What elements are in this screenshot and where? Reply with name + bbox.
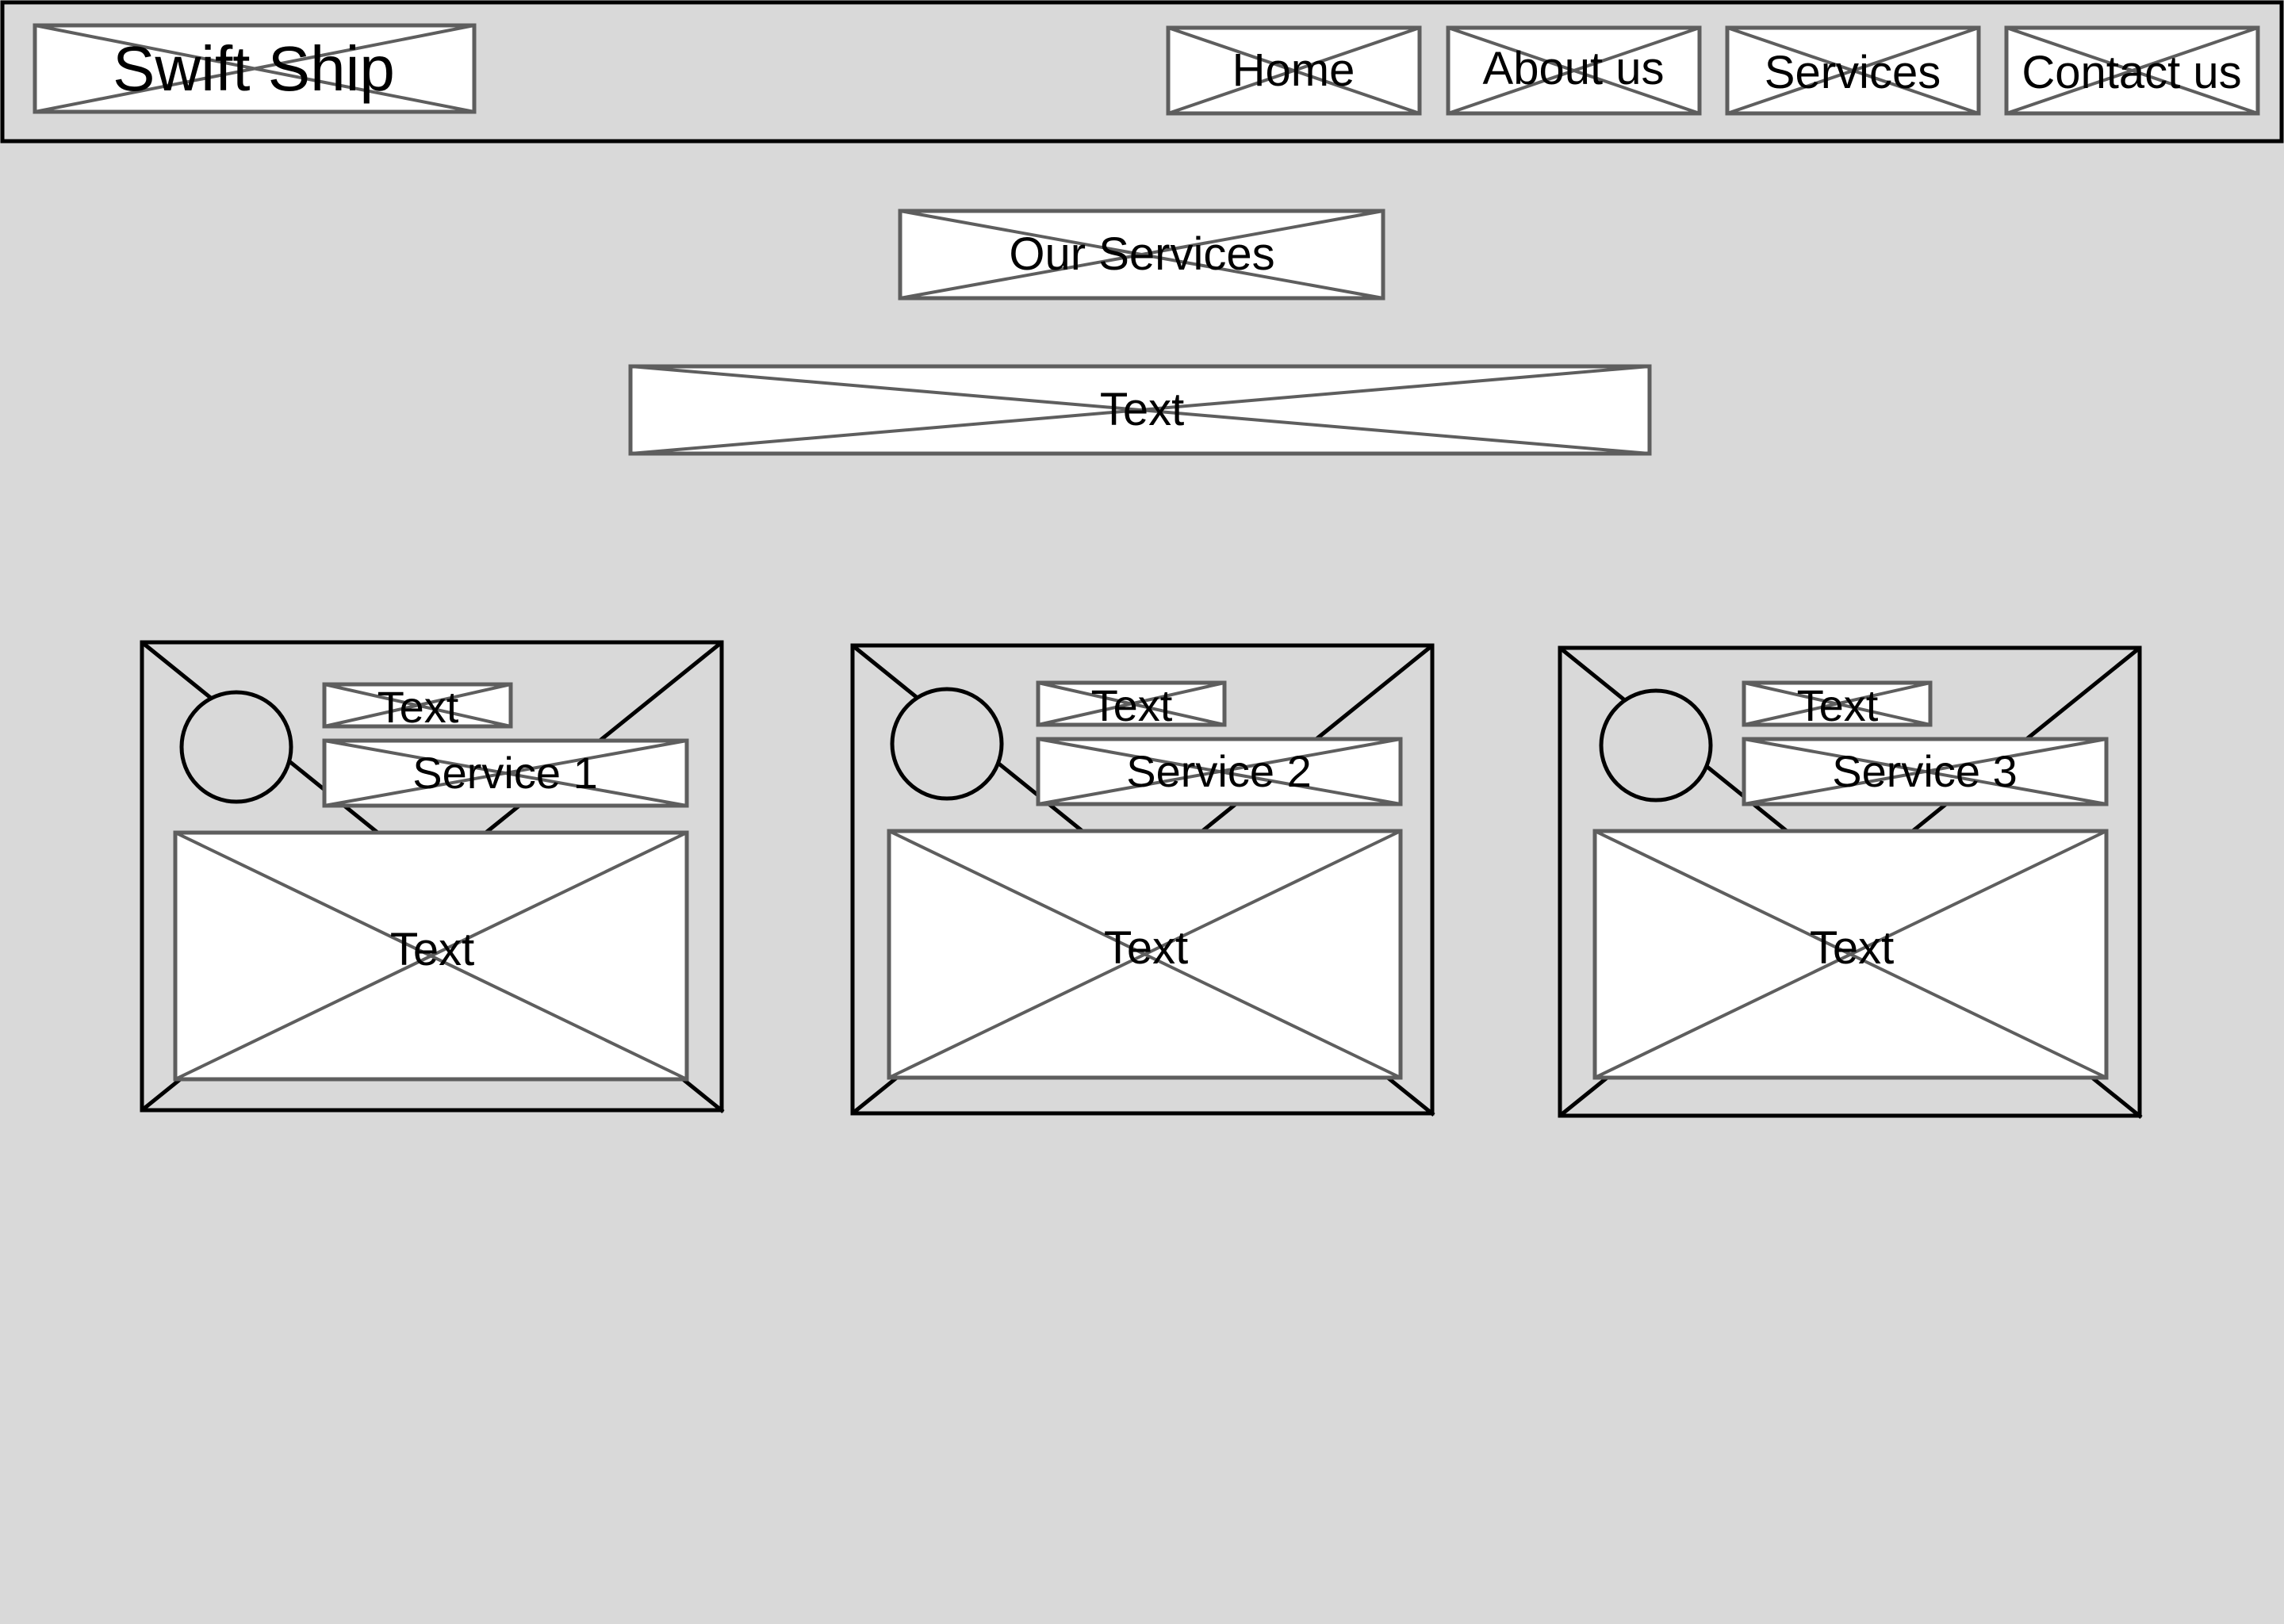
nav-link-home[interactable]: Home (1232, 44, 1355, 96)
card-1-body: Text (389, 924, 475, 975)
card-2-tag: Text (1090, 680, 1173, 730)
heading-placeholder (898, 209, 1385, 301)
card-2-title: Service 2 (1126, 746, 1312, 796)
nav-link-contact[interactable]: Contact us (2021, 47, 2242, 98)
intro-placeholder (628, 364, 1652, 456)
card-3-avatar-icon (1599, 688, 1713, 802)
header-bar-outline (0, 0, 2284, 144)
intro-text: Text (1099, 384, 1185, 435)
nav-link-services[interactable]: Services (1764, 47, 1941, 98)
service-card-3[interactable] (1560, 648, 2140, 1116)
card-2-title-placeholder (1036, 737, 1403, 806)
card-1-body-placeholder (173, 830, 689, 1082)
card-3-title: Service 3 (1832, 746, 2018, 796)
nav-services-placeholder (1725, 25, 1981, 116)
card-2-body: Text (1103, 922, 1189, 974)
nav-link-about[interactable]: About us (1482, 43, 1665, 94)
page-title: Our Services (1009, 228, 1275, 280)
service-card-2[interactable] (853, 645, 1432, 1113)
nav-contact-placeholder (2004, 25, 2260, 116)
card-2-avatar-icon (890, 687, 1004, 801)
card-1-avatar-icon (179, 690, 293, 804)
card-3-body: Text (1809, 922, 1895, 974)
card-3-body-placeholder (1592, 829, 2109, 1080)
card-3-title-placeholder (1742, 737, 2109, 806)
card-1-title: Service 1 (412, 748, 598, 798)
logo[interactable]: Swift Ship (113, 33, 395, 104)
nav-about-placeholder (1446, 25, 1702, 116)
card-2-tag-placeholder (1036, 680, 1227, 727)
card-2-body-placeholder (887, 829, 1403, 1080)
logo-placeholder (33, 23, 477, 114)
card-1-tag-placeholder (322, 682, 513, 729)
service-card-1[interactable] (142, 642, 722, 1110)
card-3-tag-placeholder (1742, 680, 1933, 727)
card-1-tag: Text (377, 682, 459, 732)
card-1-title-placeholder (322, 738, 689, 808)
nav-home-placeholder (1166, 25, 1422, 116)
card-3-tag: Text (1796, 680, 1879, 730)
